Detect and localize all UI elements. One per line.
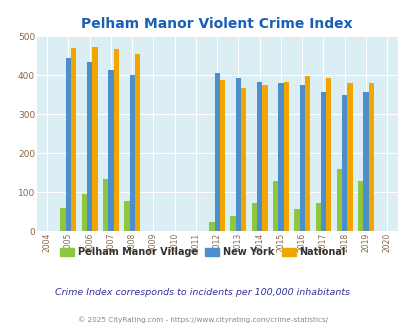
Bar: [81, 194, 87, 231]
Text: Crime Index corresponds to incidents per 100,000 inhabitants: Crime Index corresponds to incidents per…: [55, 288, 350, 297]
Bar: [235, 78, 241, 231]
Bar: [294, 209, 299, 231]
Bar: [251, 203, 256, 231]
Bar: [368, 83, 373, 231]
Bar: [214, 73, 220, 231]
Bar: [347, 82, 352, 231]
Bar: [209, 222, 214, 231]
Bar: [272, 181, 278, 231]
Bar: [256, 82, 262, 231]
Title: Pelham Manor Violent Crime Index: Pelham Manor Violent Crime Index: [81, 17, 352, 31]
Bar: [66, 58, 71, 231]
Bar: [320, 92, 325, 231]
Bar: [108, 70, 113, 231]
Bar: [362, 92, 368, 231]
Bar: [278, 83, 283, 231]
Bar: [71, 49, 76, 231]
Bar: [129, 75, 134, 231]
Bar: [283, 82, 288, 231]
Bar: [134, 54, 140, 231]
Bar: [241, 88, 246, 231]
Text: © 2025 CityRating.com - https://www.cityrating.com/crime-statistics/: © 2025 CityRating.com - https://www.city…: [78, 316, 327, 323]
Bar: [336, 170, 341, 231]
Bar: [92, 47, 98, 231]
Bar: [315, 203, 320, 231]
Bar: [341, 95, 347, 231]
Bar: [304, 77, 309, 231]
Bar: [103, 179, 108, 231]
Bar: [60, 208, 66, 231]
Bar: [230, 216, 235, 231]
Bar: [220, 80, 225, 231]
Bar: [124, 201, 129, 231]
Bar: [113, 49, 119, 231]
Bar: [299, 84, 304, 231]
Bar: [325, 78, 330, 231]
Bar: [87, 62, 92, 231]
Bar: [357, 181, 362, 231]
Bar: [262, 84, 267, 231]
Legend: Pelham Manor Village, New York, National: Pelham Manor Village, New York, National: [56, 243, 349, 261]
